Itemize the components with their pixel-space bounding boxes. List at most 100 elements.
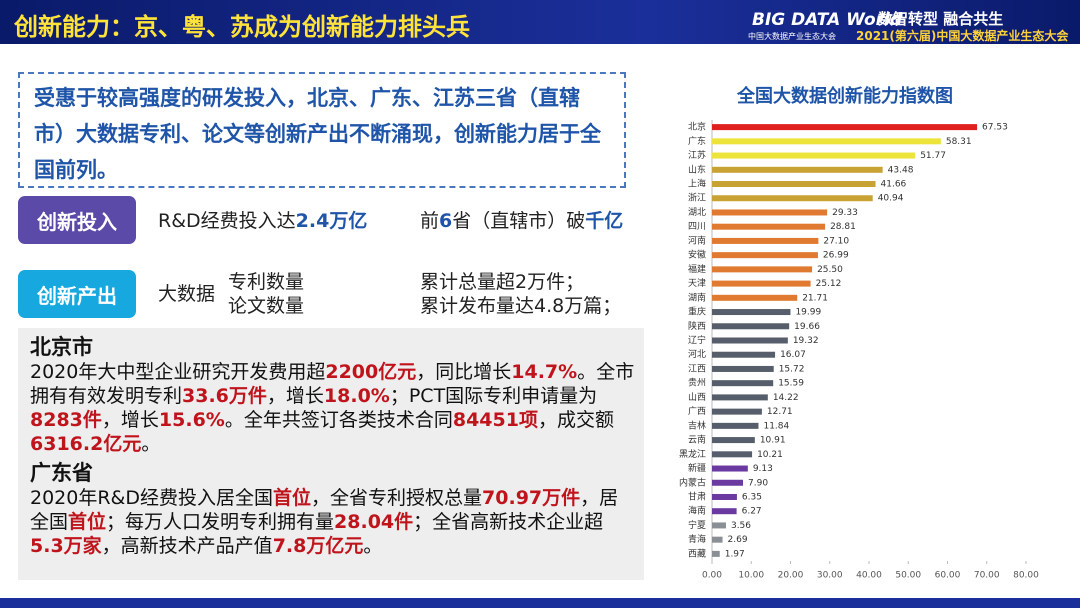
data-label: 6.27 [742, 507, 762, 517]
x-tick-label: 10.00 [738, 571, 764, 581]
text-run: 2020年R&D经费投入居全国 [30, 487, 274, 509]
text-run: 省（直辖市）破 [452, 210, 586, 232]
regions-box: 北京市 2020年大中型企业研究开发费用超2200亿元，同比增长14.7%。全市拥… [18, 328, 644, 580]
y-tick-label: 河南 [688, 234, 706, 246]
data-label: 51.77 [920, 151, 946, 161]
y-tick-label: 江苏 [688, 149, 706, 161]
highlight-text: 18.0% [323, 385, 390, 407]
region-name: 北京市 [30, 335, 93, 359]
y-tick-label: 宁夏 [688, 519, 706, 531]
data-label: 40.94 [878, 194, 904, 204]
bar [712, 422, 759, 429]
y-tick-label: 云南 [688, 434, 706, 446]
bar [712, 465, 748, 472]
data-label: 27.10 [823, 236, 849, 246]
highlight-text: 28.04件 [334, 511, 414, 533]
summary: 受惠于较高强度的研发投入，北京、广东、江苏三省（直辖市）大数据专利、论文等创新产… [18, 72, 626, 188]
y-tick-label: 福建 [688, 263, 706, 275]
text-run: ，增长 [266, 385, 324, 407]
text-run: ；PCT国际专利申请量为 [389, 385, 598, 407]
data-label: 21.71 [802, 293, 828, 303]
bar [712, 252, 818, 259]
highlight-text: 6316.2亿元 [30, 433, 142, 455]
data-label: 15.72 [779, 364, 805, 374]
y-tick-label: 新疆 [688, 462, 706, 474]
y-tick-label: 重庆 [688, 306, 706, 318]
bar [712, 437, 755, 444]
bar [712, 394, 768, 401]
data-label: 7.90 [748, 478, 768, 488]
highlight-text: 15.6% [158, 409, 225, 431]
x-tick-label: 0.00 [702, 571, 722, 581]
y-tick-label: 内蒙古 [679, 476, 706, 488]
slogan: 数智转型 融合共生 [878, 10, 1004, 28]
data-label: 15.59 [778, 379, 804, 389]
text-run: ，全省专利授权总量 [311, 487, 483, 509]
region-name: 广东省 [30, 461, 93, 485]
y-tick-label: 广东 [688, 135, 706, 147]
x-tick-label: 20.00 [778, 571, 804, 581]
y-tick-label: 广西 [688, 405, 706, 417]
text-run: 。 [363, 535, 383, 557]
text-run: 2020年大中型企业研究开发费用超 [30, 361, 326, 383]
text-run: ，增长 [101, 409, 159, 431]
highlight-text: 首位 [273, 487, 312, 509]
y-tick-label: 吉林 [688, 419, 706, 431]
bar [712, 309, 791, 316]
bar [712, 451, 753, 458]
bar [712, 479, 744, 486]
text-run: ，居全国 [30, 487, 619, 533]
output-topic: 大数据 [158, 283, 216, 305]
data-label: 28.81 [830, 222, 856, 232]
data-label: 10.91 [760, 436, 786, 446]
data-label: 12.71 [767, 407, 793, 417]
text-run: ；每万人口发明专利拥有量 [106, 511, 335, 533]
bar [712, 209, 828, 216]
y-tick-label: 辽宁 [688, 334, 706, 346]
top-bar [0, 0, 1080, 44]
region-text: 2020年大中型企业研究开发费用超2200亿元，同比增长14.7%。全市拥有有效… [30, 360, 636, 456]
highlight-text: 6 [439, 210, 453, 232]
y-tick-label: 贵州 [688, 377, 706, 389]
highlight-text: 8283件 [30, 409, 102, 431]
bar [712, 323, 790, 330]
input-item: 前6省（直辖市）破千亿 [420, 209, 623, 233]
logo-subtitle: 中国大数据产业生态大会 [748, 32, 836, 41]
data-label: 10.21 [757, 450, 783, 460]
data-label: 41.66 [881, 180, 907, 190]
highlight-text: 33.6万件 [182, 385, 267, 407]
bar [712, 365, 774, 372]
y-tick-label: 天津 [688, 278, 706, 289]
data-label: 29.33 [832, 208, 858, 218]
y-tick-label: 黑龙江 [679, 448, 706, 460]
bar [712, 351, 776, 358]
highlight-text: 2.4万亿 [295, 210, 368, 232]
highlight-text: 2200亿元 [325, 361, 417, 383]
x-tick-label: 50.00 [895, 571, 921, 581]
input-item: R&D经费投入达2.4万亿 [158, 209, 367, 233]
text-run: ，同比增长 [416, 361, 512, 383]
y-tick-label: 浙江 [688, 192, 706, 204]
highlight-text: 14.7% [511, 361, 578, 383]
output-label: 创新产出 [18, 270, 136, 318]
bar [712, 280, 811, 287]
region-text: 2020年R&D经费投入居全国首位，全省专利授权总量70.97万件，居全国首位；… [30, 486, 636, 558]
data-label: 43.48 [888, 165, 914, 175]
text-run: 。全年共签订各类技术合同 [224, 409, 453, 431]
data-label: 14.22 [773, 393, 799, 403]
data-label: 2.69 [728, 535, 748, 545]
highlight-text: 7.8万亿元 [272, 535, 364, 557]
bar [712, 181, 876, 188]
highlight-text: 70.97万件 [482, 487, 581, 509]
y-tick-label: 河北 [688, 348, 706, 360]
text-run: 。 [141, 433, 161, 455]
text-run: 。全市拥有有效发明专利 [30, 361, 635, 407]
text-run: ，成交额 [537, 409, 614, 431]
y-tick-label: 安徽 [688, 249, 706, 261]
y-tick-label: 上海 [688, 178, 706, 190]
bar [712, 294, 798, 301]
output-result: 累计发布量达4.8万篇； [420, 295, 622, 317]
data-label: 3.56 [731, 521, 751, 531]
text-run: 前 [420, 210, 440, 232]
y-tick-label: 青海 [688, 533, 706, 545]
